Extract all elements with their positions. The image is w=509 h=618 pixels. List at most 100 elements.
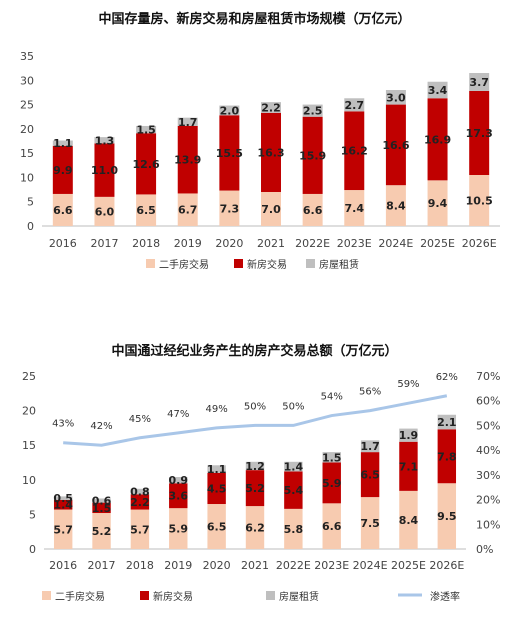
data-label: 5.2 [245,482,265,495]
bar-segment [53,509,73,549]
bar-segment [344,98,365,112]
data-label: 13.9 [174,154,201,167]
line-data-label: 59% [397,379,419,390]
x-tick-label: 2022E [276,559,311,572]
data-label: 1.1 [53,137,73,150]
legend-swatch [140,591,149,600]
data-label: 5.9 [322,477,342,490]
data-label: 3.6 [169,490,189,503]
legend-label: 二手房交易 [159,258,209,271]
y-tick-label: 25 [22,370,36,383]
data-label: 15.5 [216,147,243,160]
bar-segment [177,117,198,126]
x-tick-label: 2020 [215,237,243,250]
bar-segment [437,414,457,430]
bar-segment [427,180,448,226]
data-label: 1.5 [92,502,112,515]
y-tick-label: 0 [27,220,34,233]
data-label: 5.8 [284,523,304,536]
data-label: 2.2 [261,101,281,114]
bar-segment [302,116,323,194]
y-tick-label: 10 [22,474,36,487]
bar-segment [92,502,111,514]
x-tick-label: 2022E [295,237,330,250]
bar-segment [52,145,73,194]
bar-segment [219,115,240,191]
data-label: 16.6 [382,139,409,152]
data-label: 5.9 [169,523,189,536]
data-label: 3.7 [469,76,489,89]
line-data-label: 49% [206,404,228,415]
line-data-label: 50% [282,401,304,412]
line-data-label: 50% [244,401,266,412]
data-label: 6.5 [360,469,380,482]
y-tick-label: 15 [22,439,36,452]
data-label: 9.5 [437,510,457,523]
x-tick-label: 2017 [88,559,116,572]
data-label: 9.9 [53,164,73,177]
data-label: 6.0 [95,205,115,218]
data-label: 6.6 [322,520,342,533]
y-tick-label: 25 [20,99,34,112]
data-label: 16.3 [257,146,284,159]
bar-segment [219,105,240,116]
data-label: 16.2 [341,145,368,158]
data-label: 17.3 [466,127,493,140]
data-label: 1.7 [178,116,198,129]
bar-segment [261,112,281,192]
legend-label: 渗透率 [430,590,460,603]
y-tick-label: 35 [20,50,34,63]
x-tick-label: 2025E [391,559,426,572]
data-label: 6.6 [53,204,73,217]
y-tick-label: 5 [27,196,34,209]
data-label: 6.5 [207,521,227,534]
y-tick-label: 10 [20,171,34,184]
bar-segment [302,104,323,117]
data-label: 7.3 [220,202,240,215]
data-label: 1.7 [360,440,380,453]
data-label: 5.4 [284,484,304,497]
bar-segment [136,133,157,195]
bar-segment [92,513,111,549]
data-label: 7.4 [345,202,365,215]
x-tick-label: 2018 [126,559,154,572]
data-label: 15.9 [299,149,326,162]
data-label: 2.0 [220,104,240,117]
line-data-label: 43% [52,419,74,430]
y-tick-label: 30 [20,74,34,87]
chart-title: 中国通过经纪业务产生的房产交易总额（万亿元） [111,344,398,359]
data-label: 1.9 [399,429,419,442]
legend-label: 新房交易 [153,590,193,603]
bar-segment [385,104,406,186]
bar-segment [360,440,380,453]
bar-segment [207,472,226,505]
x-tick-label: 2024E [353,559,388,572]
data-label: 7.1 [399,460,419,473]
bar-segment [52,193,73,226]
data-label: 0.8 [130,486,150,499]
x-tick-label: 2026E [462,237,497,250]
bar-segment [427,81,448,99]
bar-segment [53,499,73,510]
data-label: 1.5 [322,451,342,464]
data-label: 6.7 [178,204,198,217]
legend-label: 房屋租赁 [319,258,359,271]
bar-segment [169,508,188,549]
data-label: 1.2 [245,460,265,473]
data-label: 7.5 [360,517,380,530]
bar-segment [344,190,365,226]
data-label: 8.4 [399,514,419,527]
bar-segment [344,111,365,191]
data-label: 9.4 [428,197,448,210]
data-label: 1.3 [95,134,115,147]
data-label: 5.7 [53,523,73,536]
line-data-label: 42% [90,421,112,432]
data-label: 2.7 [345,99,365,112]
data-label: 5.2 [92,525,112,538]
x-tick-label: 2026E [429,559,464,572]
bar-segment [437,483,457,549]
x-tick-label: 2018 [132,237,160,250]
legend-swatch [306,259,315,268]
market-size-chart: 0 5 10 15 20 25 30 35 6.6 9.9 1.1 2016 6.0 11.0 1.3 201… [20,50,500,271]
legend-label: 二手房交易 [55,590,105,603]
